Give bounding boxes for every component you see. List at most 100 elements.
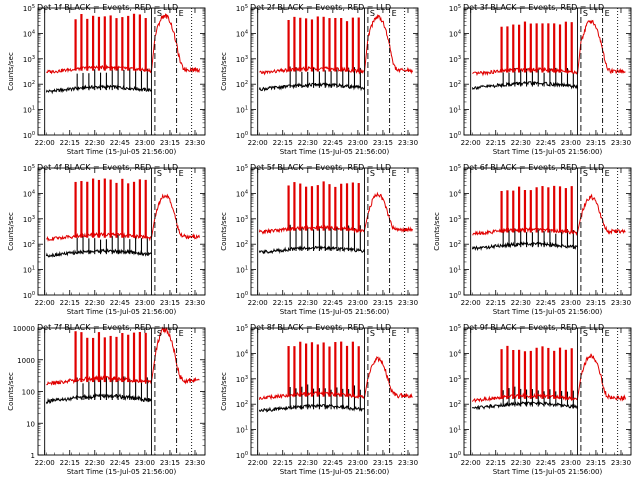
lld-series-line	[258, 356, 413, 401]
plot-frame	[250, 327, 419, 456]
plot-det-4f: Det 4f BLACK = Events, RED = LLD10010110…	[7, 163, 206, 316]
x-tick-label: 22:30	[298, 139, 318, 147]
y-tick-exponent: 3	[245, 375, 248, 381]
y-tick-label: 101	[23, 266, 35, 275]
y-tick-exponent: 2	[458, 240, 461, 246]
y-tick-label: 100	[449, 131, 461, 140]
y-tick-label: 102	[449, 80, 461, 89]
x-tick-label: 23:30	[185, 139, 205, 147]
y-tick-label: 103	[236, 375, 248, 384]
y-tick-exponent: 5	[32, 164, 35, 170]
plot-frame	[463, 167, 632, 296]
y-tick-label: 100	[236, 291, 248, 300]
y-tick-label: 105	[23, 164, 35, 173]
y-tick-exponent: 1	[245, 266, 248, 272]
x-axis-label: Start Time (15-Jul-05 21:56:00)	[280, 468, 390, 476]
y-tick-exponent: 0	[458, 291, 461, 297]
panel-title: Det 2f BLACK = Events, RED = LLD	[250, 3, 391, 12]
y-tick-label: 102	[236, 80, 248, 89]
y-axis-label: Counts/sec	[7, 52, 15, 91]
x-tick-label: 22:30	[298, 299, 318, 307]
y-tick-label: 101	[449, 106, 461, 115]
x-tick-label: 23:15	[373, 299, 393, 307]
y-tick-label: 105	[449, 4, 461, 13]
y-tick-label: 10000	[13, 325, 35, 333]
y-tick-exponent: 0	[245, 451, 248, 457]
y-tick-label: 101	[236, 266, 248, 275]
y-tick-label: 101	[23, 106, 35, 115]
panel-det-2f: Det 2f BLACK = Events, RED = LLD 100 101 10…	[213, 0, 426, 160]
vertical-marker-label: S	[157, 9, 162, 18]
plot-det-3f: Det 3f BLACK = Events, RED = LLD 100 101 10…	[449, 3, 632, 156]
x-tick-label: 22:45	[110, 459, 130, 467]
y-tick-exponent: 4	[32, 189, 35, 195]
x-tick-label: 23:00	[135, 139, 155, 147]
y-tick-exponent: 0	[458, 131, 461, 137]
events-series-line	[471, 80, 579, 91]
y-tick-exponent: 3	[245, 215, 248, 221]
y-tick-exponent: 1	[32, 266, 35, 272]
x-tick-label: 22:15	[486, 139, 506, 147]
x-tick-label: 23:30	[398, 139, 418, 147]
x-axis-label: Start Time (15-Jul-05 21:56:00)	[493, 308, 603, 316]
panel-title: Det 7f BLACK = Events, RED = LLD	[37, 323, 178, 332]
y-tick-label: 100	[23, 131, 35, 140]
y-axis-label: Counts/sec	[7, 372, 15, 411]
events-series-line	[471, 400, 579, 411]
y-tick-exponent: 2	[458, 400, 461, 406]
y-tick-label: 101	[236, 426, 248, 435]
y-axis-label: Counts/sec	[220, 212, 228, 251]
x-tick-label: 23:15	[373, 139, 393, 147]
x-axis-label: Start Time (15-Jul-05 21:56:00)	[493, 468, 603, 476]
plot-det-9f: Det 9f BLACK = Events, RED = LLD10010110…	[449, 323, 632, 476]
y-axis-label: Counts/sec	[220, 372, 228, 411]
x-tick-label: 22:15	[273, 139, 293, 147]
y-tick-label: 1000	[17, 357, 35, 365]
x-tick-label: 22:15	[60, 139, 80, 147]
y-tick-label: 102	[23, 80, 35, 89]
y-tick-label: 101	[449, 426, 461, 435]
y-tick-exponent: 0	[458, 451, 461, 457]
plot-det-5f: Det 5f BLACK = Events, RED = LLD10010110…	[220, 163, 419, 316]
events-series-line	[45, 392, 152, 405]
x-tick-label: 23:00	[561, 459, 581, 467]
lld-series-line	[46, 326, 200, 386]
y-tick-label: 100	[449, 451, 461, 460]
plot-det-8f: Det 8f BLACK = Events, RED = LLD10010110…	[220, 323, 419, 476]
plot-frame	[37, 327, 206, 456]
vertical-marker-label: E	[605, 169, 610, 178]
x-axis-label: Start Time (15-Jul-05 21:56:00)	[280, 308, 390, 316]
panel-title: Det 3f BLACK = Events, RED = LLD	[463, 3, 604, 12]
y-tick-label: 101	[236, 106, 248, 115]
y-tick-exponent: 2	[245, 400, 248, 406]
x-tick-label: 23:00	[135, 299, 155, 307]
y-tick-exponent: 0	[32, 291, 35, 297]
panel-det-3f: Det 3f BLACK = Events, RED = LLD 100 101 10…	[426, 0, 639, 160]
x-tick-label: 22:15	[273, 459, 293, 467]
y-tick-label: 104	[23, 189, 35, 198]
x-tick-label: 23:30	[611, 459, 631, 467]
y-tick-exponent: 4	[245, 29, 248, 35]
lld-series-line	[46, 13, 200, 75]
x-tick-label: 23:00	[348, 139, 368, 147]
y-axis-label: Counts/sec	[220, 52, 228, 91]
vertical-marker-label: S	[157, 329, 162, 338]
y-tick-exponent: 3	[458, 375, 461, 381]
y-tick-exponent: 5	[245, 324, 248, 330]
vertical-marker-label: S	[370, 9, 375, 18]
y-tick-label: 104	[236, 189, 248, 198]
x-axis-label: Start Time (15-Jul-05 21:56:00)	[493, 148, 603, 156]
y-tick-label: 100	[22, 389, 35, 397]
y-tick-label: 103	[449, 375, 461, 384]
x-tick-label: 22:45	[323, 139, 343, 147]
y-tick-label: 102	[236, 400, 248, 409]
y-tick-exponent: 5	[458, 324, 461, 330]
y-tick-label: 105	[236, 164, 248, 173]
x-tick-label: 23:00	[348, 459, 368, 467]
x-tick-label: 22:30	[298, 459, 318, 467]
y-tick-exponent: 1	[458, 426, 461, 432]
y-tick-exponent: 3	[458, 55, 461, 61]
x-tick-label: 22:00	[35, 299, 55, 307]
x-axis-label: Start Time (15-Jul-05 21:56:00)	[67, 468, 177, 476]
lld-series-line	[472, 19, 626, 77]
